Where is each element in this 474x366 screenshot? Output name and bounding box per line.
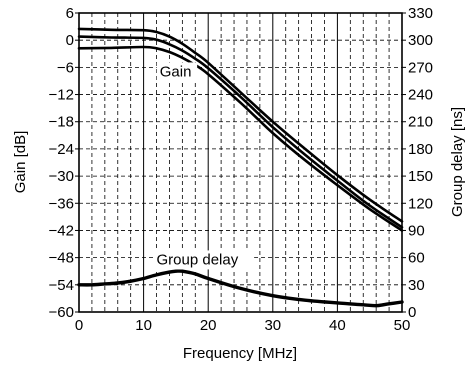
gain-line-1 [77, 27, 404, 223]
y-tick-label-right: 300 [408, 32, 433, 49]
group-delay-line [77, 269, 404, 308]
annotation-bg [153, 250, 255, 270]
y-tick-label-left: −36 [49, 195, 74, 212]
y-tick-label-left: −12 [49, 87, 74, 104]
tick-labels: 0 10 20 30 40 5060−6−12−18−24−30−36−42−48−54−… [49, 5, 433, 334]
x-tick-label: 20 [200, 317, 217, 334]
gain-line-3 [77, 45, 404, 232]
y-tick-label-left: −6 [57, 59, 74, 76]
x-tick-label: 40 [329, 317, 346, 334]
y-tick-label-right: 150 [408, 168, 433, 185]
y-tick-label-right: 90 [408, 222, 425, 239]
y-tick-label-right: 210 [408, 114, 433, 131]
y-axis-label-right: Group delay [ns] [449, 107, 466, 217]
y-tick-label-right: 240 [408, 87, 433, 104]
series-group [77, 27, 404, 308]
y-tick-label-left: −60 [49, 304, 74, 321]
x-tick-label: 30 [264, 317, 281, 334]
gain-annotation: Gain [160, 63, 192, 80]
y-tick-label-right: 0 [408, 304, 416, 321]
group-delay-annotation: Group delay [157, 251, 239, 268]
annotations: Gain Group delay [153, 62, 255, 270]
y-tick-label-right: 180 [408, 141, 433, 158]
x-axis-label: Frequency [MHz] [183, 345, 297, 362]
y-tick-label-right: 270 [408, 59, 433, 76]
y-tick-label-left: −18 [49, 114, 74, 131]
y-tick-label-left: 0 [66, 32, 74, 49]
y-tick-label-right: 30 [408, 277, 425, 294]
y-tick-label-left: −48 [49, 250, 74, 267]
y-tick-label-left: 6 [66, 5, 74, 22]
y-tick-label-right: 330 [408, 5, 433, 22]
y-tick-label-left: −30 [49, 168, 74, 185]
plot-frame [78, 12, 403, 313]
y-axis-label-left: Gain [dB] [12, 131, 29, 194]
y-tick-label-left: −42 [49, 222, 74, 239]
x-tick-label: 10 [135, 317, 152, 334]
x-tick-label: 50 [394, 317, 411, 334]
y-tick-label-right: 120 [408, 195, 433, 212]
annotation-bg [156, 62, 198, 82]
x-tick-label: 0 [75, 317, 83, 334]
gain-line-2 [77, 35, 404, 229]
y-tick-label-left: −24 [49, 141, 74, 158]
y-tick-label-left: −54 [49, 277, 74, 294]
y-tick-label-right: 60 [408, 250, 425, 267]
